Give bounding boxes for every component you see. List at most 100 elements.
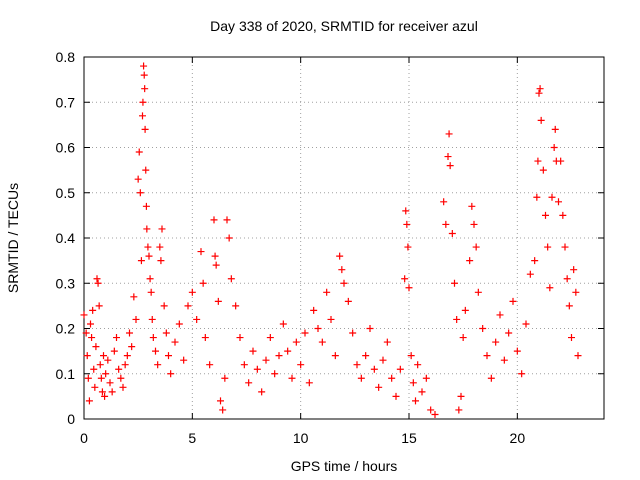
data-point xyxy=(338,266,346,274)
x-tick-label: 5 xyxy=(188,430,196,446)
data-point xyxy=(266,334,274,342)
data-point xyxy=(422,374,430,382)
data-point xyxy=(336,252,344,260)
data-point xyxy=(362,352,370,360)
data-point xyxy=(91,383,99,391)
data-point xyxy=(143,225,151,233)
data-point xyxy=(405,284,413,292)
data-point xyxy=(431,410,439,418)
data-point xyxy=(414,361,422,369)
data-point xyxy=(212,261,220,269)
data-point xyxy=(544,243,552,251)
data-point xyxy=(141,85,149,93)
data-point xyxy=(158,225,166,233)
data-point xyxy=(288,374,296,382)
data-point xyxy=(474,288,482,296)
data-point xyxy=(279,320,287,328)
data-point xyxy=(404,243,412,251)
data-point xyxy=(180,356,188,364)
data-point xyxy=(128,343,136,351)
data-point xyxy=(165,352,172,360)
data-point xyxy=(106,379,114,387)
data-point xyxy=(98,388,106,396)
data-point xyxy=(141,125,149,133)
data-point xyxy=(262,356,270,364)
data-point xyxy=(379,356,387,364)
data-point xyxy=(444,153,452,161)
y-tick-label: 0.3 xyxy=(56,275,76,291)
data-point xyxy=(119,383,127,391)
data-point xyxy=(100,352,107,360)
data-point xyxy=(142,202,150,210)
data-point xyxy=(108,388,116,396)
chart-title: Day 338 of 2020, SRMTID for receiver azu… xyxy=(210,18,478,34)
data-point xyxy=(522,320,530,328)
data-point xyxy=(227,275,235,283)
data-point xyxy=(167,370,175,378)
data-point xyxy=(402,207,410,215)
data-point xyxy=(157,257,165,265)
grid-lines xyxy=(84,57,604,419)
data-point xyxy=(142,166,150,174)
data-point xyxy=(199,279,207,287)
data-point xyxy=(568,334,575,342)
data-point xyxy=(427,406,435,414)
data-point xyxy=(110,347,118,355)
data-point xyxy=(245,379,253,387)
data-point xyxy=(136,189,144,197)
data-point xyxy=(572,288,580,296)
y-tick-label: 0.1 xyxy=(56,366,76,382)
data-point xyxy=(561,243,569,251)
data-point xyxy=(396,365,404,373)
data-point xyxy=(96,361,104,369)
y-tick-label: 0.4 xyxy=(56,230,76,246)
data-point xyxy=(557,157,565,165)
data-point xyxy=(546,284,554,292)
data-point xyxy=(353,361,361,369)
data-point xyxy=(570,266,578,274)
x-tick-label: 20 xyxy=(510,430,526,446)
data-point xyxy=(139,98,147,106)
x-axis-label: GPS time / hours xyxy=(291,458,398,474)
data-point xyxy=(370,365,378,373)
data-point xyxy=(310,306,318,314)
data-point xyxy=(409,379,417,387)
data-point xyxy=(147,288,155,296)
data-point xyxy=(531,257,539,265)
data-point xyxy=(92,343,100,351)
data-point xyxy=(565,302,573,310)
data-point xyxy=(89,306,97,314)
data-point xyxy=(536,85,544,93)
data-point xyxy=(94,279,102,287)
data-point xyxy=(318,338,326,346)
data-point xyxy=(331,352,339,360)
data-point xyxy=(446,162,454,170)
data-point xyxy=(340,279,348,287)
data-point xyxy=(461,306,469,314)
data-point xyxy=(149,334,157,342)
data-point xyxy=(175,320,183,328)
data-point xyxy=(451,279,458,287)
data-point xyxy=(459,334,467,342)
data-point xyxy=(95,302,103,310)
data-point xyxy=(156,243,164,251)
x-tick-label: 15 xyxy=(401,430,417,446)
data-point xyxy=(221,374,229,382)
data-point xyxy=(130,293,138,301)
data-point xyxy=(314,325,322,332)
data-point xyxy=(88,334,96,342)
data-point xyxy=(97,374,105,382)
data-point xyxy=(154,361,162,369)
data-point xyxy=(518,370,526,378)
data-point xyxy=(349,329,357,337)
data-point xyxy=(253,365,261,373)
y-tick-label: 0.8 xyxy=(56,49,76,65)
data-point xyxy=(383,338,391,346)
data-point xyxy=(563,275,571,283)
data-point xyxy=(152,347,159,355)
data-point xyxy=(115,365,123,373)
data-point xyxy=(201,334,209,342)
data-point xyxy=(188,288,196,296)
data-point xyxy=(145,252,153,260)
x-tick-label: 10 xyxy=(293,430,309,446)
